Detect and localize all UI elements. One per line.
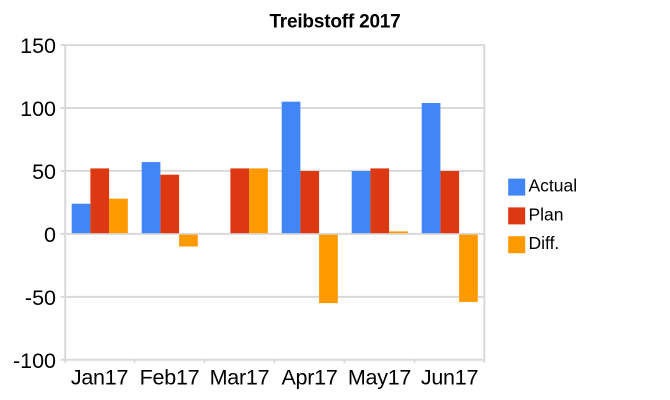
svg-text:May17: May17 — [348, 366, 411, 390]
svg-text:Feb17: Feb17 — [140, 366, 200, 390]
svg-text:-100: -100 — [13, 349, 56, 373]
svg-text:50: 50 — [32, 160, 56, 184]
svg-text:0: 0 — [44, 223, 56, 247]
svg-text:Jan17: Jan17 — [71, 366, 128, 390]
svg-text:Treibstoff 2017: Treibstoff 2017 — [269, 12, 400, 33]
svg-text:100: 100 — [20, 97, 56, 121]
svg-text:Jun17: Jun17 — [421, 366, 478, 390]
svg-text:-50: -50 — [25, 286, 56, 310]
svg-text:Plan: Plan — [529, 204, 564, 224]
svg-text:Actual: Actual — [529, 176, 578, 196]
svg-text:Mar17: Mar17 — [210, 366, 270, 390]
svg-text:Apr17: Apr17 — [281, 366, 337, 390]
svg-text:Diff.: Diff. — [529, 233, 560, 253]
svg-text:150: 150 — [20, 34, 56, 58]
